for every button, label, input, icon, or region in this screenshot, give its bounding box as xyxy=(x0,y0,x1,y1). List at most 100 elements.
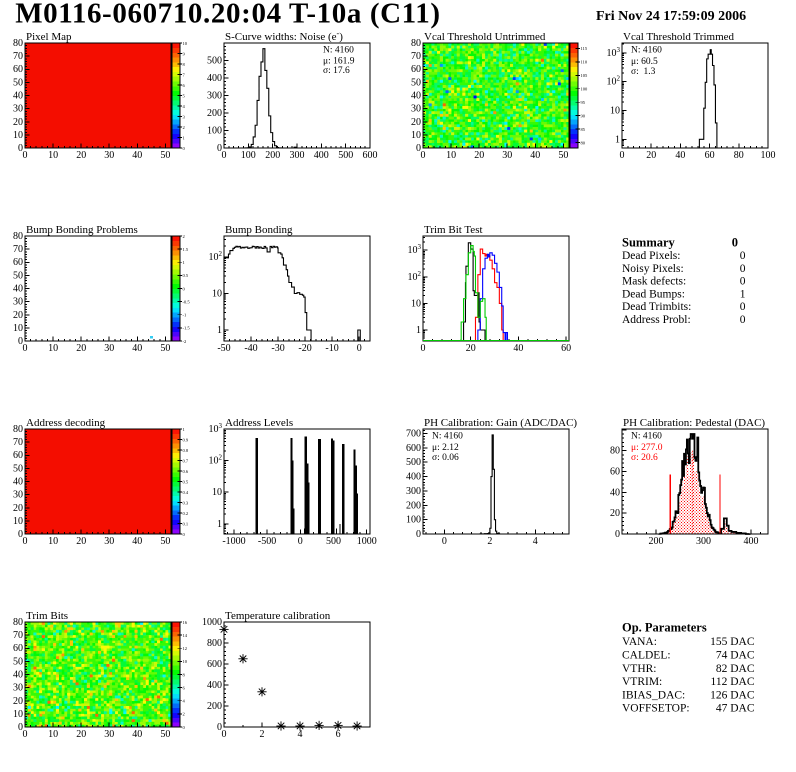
svg-text:74 DAC: 74 DAC xyxy=(716,650,755,662)
svg-text:0.6: 0.6 xyxy=(183,469,189,474)
svg-text:115: 115 xyxy=(581,46,588,51)
svg-text:0: 0 xyxy=(222,150,227,161)
svg-text:40: 40 xyxy=(132,536,142,547)
svg-text:60: 60 xyxy=(411,64,421,75)
svg-text:30: 30 xyxy=(104,536,114,547)
svg-text:200: 200 xyxy=(207,108,222,119)
svg-text:20: 20 xyxy=(13,696,23,707)
svg-text:102: 102 xyxy=(607,75,621,88)
svg-text:60: 60 xyxy=(705,150,715,161)
svg-text:-20: -20 xyxy=(298,343,311,354)
svg-text:90: 90 xyxy=(581,114,586,119)
svg-text:80: 80 xyxy=(13,231,23,242)
svg-text:200: 200 xyxy=(406,500,421,511)
svg-text:30: 30 xyxy=(13,297,23,308)
svg-text:0: 0 xyxy=(442,536,447,547)
svg-text:100: 100 xyxy=(207,126,222,137)
svg-text:200: 200 xyxy=(265,150,280,161)
svg-text:10: 10 xyxy=(212,289,222,300)
svg-text:-0.5: -0.5 xyxy=(183,299,191,304)
svg-text:20: 20 xyxy=(411,117,421,128)
svg-text:2: 2 xyxy=(183,712,185,717)
svg-text:50: 50 xyxy=(13,270,23,281)
svg-text:4: 4 xyxy=(298,729,303,740)
svg-text:1: 1 xyxy=(217,519,222,530)
svg-text:6: 6 xyxy=(336,729,341,740)
svg-text:20: 20 xyxy=(76,343,86,354)
svg-text:0.5: 0.5 xyxy=(183,479,189,484)
svg-text:10: 10 xyxy=(48,536,58,547)
svg-text:700: 700 xyxy=(406,429,421,440)
svg-text:VOFFSETOP:: VOFFSETOP: xyxy=(622,703,690,715)
svg-text:200: 200 xyxy=(207,701,222,712)
svg-text:40: 40 xyxy=(411,91,421,102)
svg-text:82 DAC: 82 DAC xyxy=(716,663,755,675)
svg-text:30: 30 xyxy=(502,150,512,161)
svg-text:30: 30 xyxy=(411,104,421,115)
svg-text:10: 10 xyxy=(13,323,23,334)
svg-text:102: 102 xyxy=(209,250,223,263)
svg-text:500: 500 xyxy=(207,56,222,67)
svg-text:100: 100 xyxy=(761,150,776,161)
svg-text:-30: -30 xyxy=(271,343,284,354)
svg-text:Pixel Map: Pixel Map xyxy=(26,31,72,43)
svg-text:103: 103 xyxy=(408,243,422,256)
svg-text:100: 100 xyxy=(581,87,589,92)
svg-text:50: 50 xyxy=(160,343,170,354)
svg-text:1000: 1000 xyxy=(357,536,377,547)
svg-text:200: 200 xyxy=(649,536,664,547)
svg-text:10: 10 xyxy=(13,709,23,720)
svg-text:10: 10 xyxy=(13,130,23,141)
svg-text:2: 2 xyxy=(183,234,185,239)
svg-text:0: 0 xyxy=(740,250,746,262)
svg-text:0: 0 xyxy=(18,722,23,733)
svg-text:Temperature calibration: Temperature calibration xyxy=(225,610,331,622)
svg-text:70: 70 xyxy=(13,437,23,448)
svg-text:80: 80 xyxy=(13,424,23,435)
svg-text:μ: 2.12: μ: 2.12 xyxy=(432,443,459,453)
svg-text:20: 20 xyxy=(13,503,23,514)
svg-text:Address decoding: Address decoding xyxy=(26,417,106,429)
svg-text:PH Calibration: Gain (ADC/DAC): PH Calibration: Gain (ADC/DAC) xyxy=(424,417,577,429)
svg-text:0: 0 xyxy=(183,286,186,291)
svg-text:20: 20 xyxy=(13,117,23,128)
svg-text:500: 500 xyxy=(406,457,421,468)
svg-text:7: 7 xyxy=(183,72,186,77)
svg-text:1: 1 xyxy=(416,325,421,336)
svg-text:70: 70 xyxy=(411,51,421,62)
svg-text:IBIAS_DAC:: IBIAS_DAC: xyxy=(622,689,685,701)
svg-text:400: 400 xyxy=(744,536,759,547)
svg-text:4: 4 xyxy=(183,104,186,109)
svg-text:0.2: 0.2 xyxy=(183,511,189,516)
svg-text:-1: -1 xyxy=(183,313,187,318)
svg-text:4: 4 xyxy=(533,536,538,547)
svg-text:70: 70 xyxy=(13,51,23,62)
svg-text:Mask defects:: Mask defects: xyxy=(622,276,686,288)
svg-text:80: 80 xyxy=(610,446,620,457)
svg-text:500: 500 xyxy=(338,150,353,161)
svg-text:300: 300 xyxy=(207,91,222,102)
svg-text:0: 0 xyxy=(18,143,23,154)
svg-text:6: 6 xyxy=(183,685,186,690)
svg-text:1: 1 xyxy=(217,325,222,336)
svg-text:6: 6 xyxy=(183,83,186,88)
svg-text:0: 0 xyxy=(18,529,23,540)
svg-text:40: 40 xyxy=(132,343,142,354)
svg-text:0.9: 0.9 xyxy=(183,437,189,442)
svg-text:10: 10 xyxy=(446,150,456,161)
svg-text:60: 60 xyxy=(561,343,571,354)
svg-text:0: 0 xyxy=(740,314,746,326)
svg-text:0: 0 xyxy=(23,150,28,161)
svg-text:10: 10 xyxy=(183,41,188,46)
svg-text:S-Curve widths: Noise (e-): S-Curve widths: Noise (e-) xyxy=(225,29,343,43)
svg-text:30: 30 xyxy=(104,729,114,740)
svg-text:20: 20 xyxy=(466,343,476,354)
svg-text:Trim Bits: Trim Bits xyxy=(26,610,68,622)
svg-text:5: 5 xyxy=(183,93,186,98)
svg-text:112 DAC: 112 DAC xyxy=(711,676,755,688)
svg-text:8: 8 xyxy=(183,672,186,677)
svg-text:47 DAC: 47 DAC xyxy=(716,703,755,715)
svg-text:14: 14 xyxy=(183,633,188,638)
svg-text:-2: -2 xyxy=(183,339,187,344)
svg-text:0.8: 0.8 xyxy=(183,448,189,453)
